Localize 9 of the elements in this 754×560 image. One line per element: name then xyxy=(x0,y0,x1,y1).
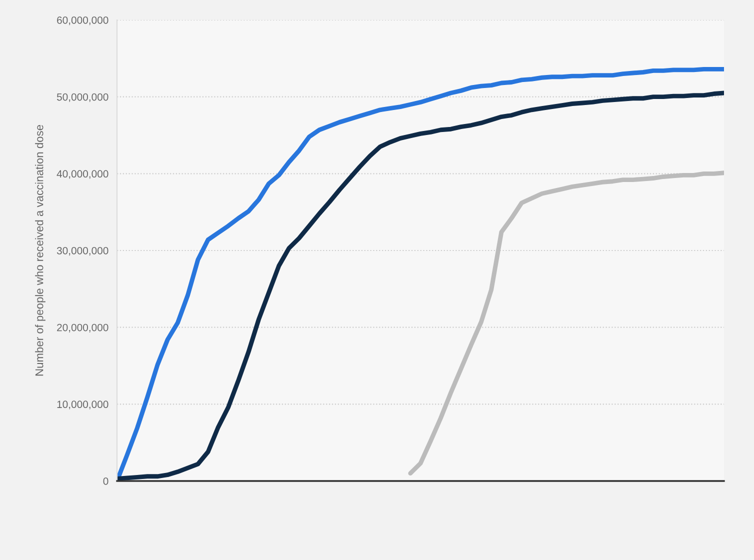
y-tick-label: 60,000,000 xyxy=(57,16,108,26)
y-tick-label: 30,000,000 xyxy=(56,247,108,256)
y-tick-label: 40,000,000 xyxy=(56,170,108,179)
y-tick-label: 10,000,000 xyxy=(57,400,108,410)
y-tick-label: 50,000,000 xyxy=(56,93,108,102)
y-tick-label: 0 xyxy=(103,478,108,485)
line-series xyxy=(408,170,724,476)
y-axis-title: Number of people who received a vaccination dose xyxy=(35,124,46,376)
y-tick-label: 20,000,000 xyxy=(57,324,108,332)
